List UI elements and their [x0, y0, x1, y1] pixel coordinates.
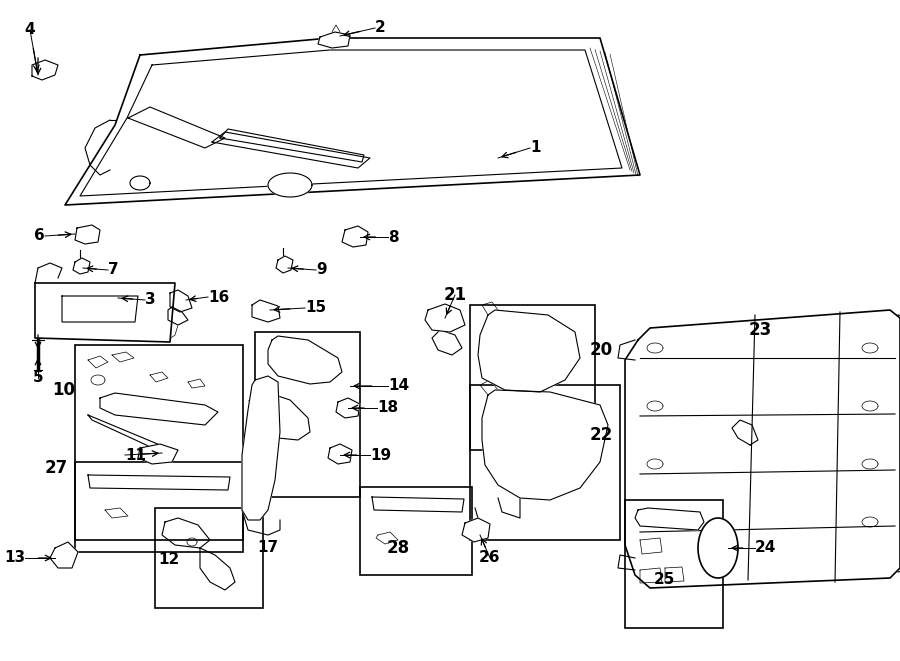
Text: 12: 12	[158, 553, 180, 568]
Text: 24: 24	[755, 541, 777, 555]
Text: 6: 6	[34, 229, 45, 243]
Text: 16: 16	[208, 290, 230, 305]
Polygon shape	[88, 475, 230, 490]
Text: 25: 25	[653, 572, 675, 588]
Text: 4: 4	[24, 22, 35, 38]
Bar	[255, 332, 360, 497]
Bar	[75, 462, 243, 552]
Polygon shape	[268, 173, 312, 197]
Text: 1: 1	[530, 141, 541, 155]
Polygon shape	[635, 508, 704, 530]
Polygon shape	[242, 376, 280, 520]
Polygon shape	[168, 307, 188, 325]
Text: 20: 20	[590, 341, 613, 359]
Polygon shape	[276, 256, 293, 273]
Text: 19: 19	[370, 447, 392, 463]
Text: 26: 26	[479, 551, 500, 566]
Text: 14: 14	[388, 379, 410, 393]
Text: 3: 3	[145, 293, 156, 307]
Text: 17: 17	[257, 541, 279, 555]
Text: 21: 21	[444, 286, 466, 304]
Bar	[360, 487, 472, 575]
Text: 18: 18	[377, 401, 398, 416]
Bar	[155, 508, 263, 608]
Polygon shape	[73, 258, 90, 274]
Text: 23: 23	[749, 321, 771, 339]
Polygon shape	[268, 336, 342, 384]
Polygon shape	[336, 398, 360, 418]
Polygon shape	[32, 60, 58, 80]
Text: 7: 7	[108, 262, 119, 278]
Polygon shape	[625, 310, 900, 588]
Text: 22: 22	[590, 426, 613, 444]
Polygon shape	[698, 518, 738, 578]
Bar	[470, 305, 595, 450]
Polygon shape	[35, 283, 175, 342]
Text: 15: 15	[305, 301, 326, 315]
Text: 27: 27	[45, 459, 68, 477]
Bar	[470, 385, 620, 540]
Text: 10: 10	[52, 381, 75, 399]
Polygon shape	[62, 296, 138, 322]
Text: 13: 13	[4, 551, 25, 566]
Polygon shape	[478, 310, 580, 392]
Polygon shape	[372, 497, 464, 512]
Text: 2: 2	[375, 20, 386, 36]
Polygon shape	[138, 444, 178, 464]
Polygon shape	[252, 300, 280, 322]
Text: 28: 28	[386, 539, 410, 557]
Polygon shape	[170, 290, 192, 312]
Bar	[75, 345, 243, 540]
Text: 8: 8	[388, 229, 399, 245]
Polygon shape	[462, 518, 490, 542]
Text: 11: 11	[125, 447, 146, 463]
Polygon shape	[130, 176, 150, 190]
Polygon shape	[342, 226, 368, 247]
Text: 5: 5	[32, 371, 43, 385]
Polygon shape	[318, 32, 350, 48]
Polygon shape	[50, 542, 78, 568]
Text: 9: 9	[316, 262, 327, 278]
Polygon shape	[482, 390, 608, 500]
Polygon shape	[425, 304, 465, 332]
Polygon shape	[65, 38, 640, 205]
Polygon shape	[328, 444, 352, 464]
Polygon shape	[91, 375, 105, 385]
Polygon shape	[75, 225, 100, 244]
Bar	[625, 500, 723, 628]
